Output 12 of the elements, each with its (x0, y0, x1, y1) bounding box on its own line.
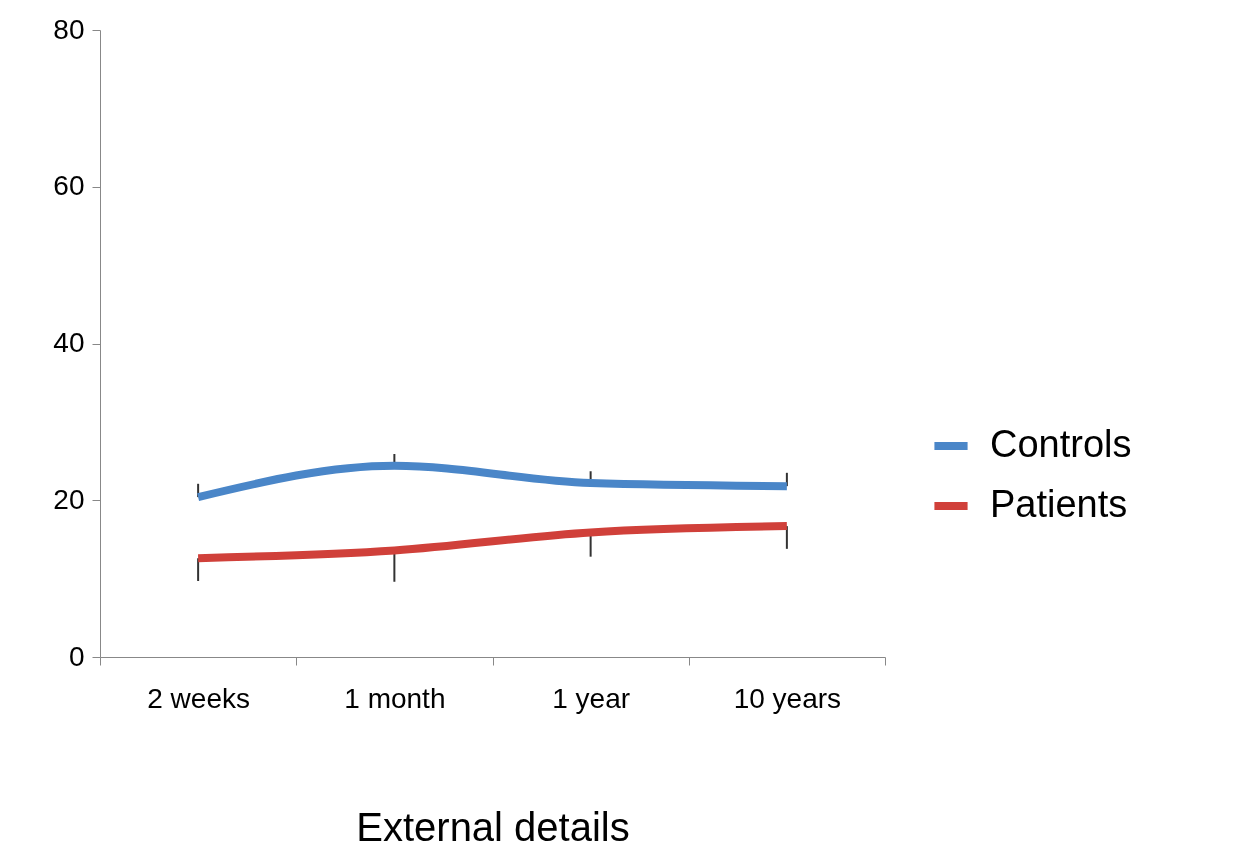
legend-label: Controls (990, 423, 1132, 465)
x-tick-label: 1 year (552, 682, 631, 714)
x-axis-title: External details (356, 804, 630, 849)
x-tick-label: 10 years (733, 682, 842, 714)
x-tick-label: 2 weeks (147, 682, 250, 714)
y-tick-label: 0 (68, 640, 85, 672)
x-tick-label: 1 month (344, 682, 446, 714)
y-tick-label: 80 (53, 13, 85, 45)
y-tick-label: 60 (53, 170, 85, 202)
legend-label: Patients (990, 483, 1128, 525)
y-tick-label: 20 (53, 483, 85, 515)
y-tick-label: 40 (53, 327, 85, 358)
